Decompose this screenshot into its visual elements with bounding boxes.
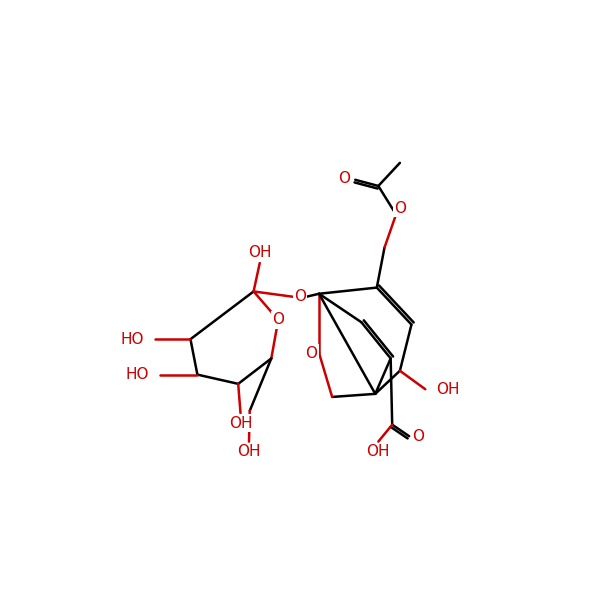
Text: O: O xyxy=(412,429,424,444)
Text: O: O xyxy=(338,171,350,186)
Text: O: O xyxy=(305,346,317,361)
Text: O: O xyxy=(272,313,284,328)
Text: OH: OH xyxy=(248,245,272,260)
Text: OH: OH xyxy=(229,416,252,431)
Text: OH: OH xyxy=(237,444,261,459)
Text: O: O xyxy=(294,289,306,304)
Text: O: O xyxy=(394,201,406,216)
Text: OH: OH xyxy=(367,444,390,459)
Text: HO: HO xyxy=(125,367,149,382)
Text: OH: OH xyxy=(436,382,460,397)
Text: HO: HO xyxy=(121,332,144,347)
